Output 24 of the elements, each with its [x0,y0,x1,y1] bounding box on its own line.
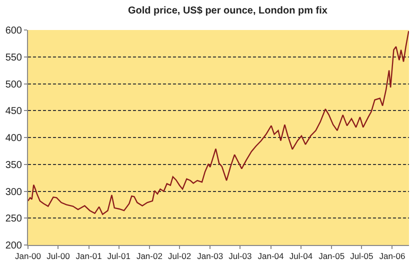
x-tick-label: Jan-05 [318,251,345,262]
y-tick-label: 300 [5,186,22,198]
x-tick-label: Jul-01 [107,251,131,262]
y-tick-label: 200 [5,240,22,252]
x-tick-label: Jan-04 [258,251,284,262]
y-tick-label: 500 [5,79,22,90]
x-tick-label: Jul-04 [289,251,313,262]
y-tick-label: 400 [5,133,22,144]
y-tick-label: 550 [5,52,22,64]
chart-title: Gold price, US$ per ounce, London pm fix [128,6,328,17]
x-tick-label: Jan-02 [136,251,163,262]
x-tick-label: Jul-05 [350,251,374,262]
x-tick-label: Jul-00 [46,251,70,262]
x-tick-label: Jan-06 [379,251,406,262]
y-tick-label: 600 [5,26,22,36]
x-tick-label: Jul-02 [168,251,192,262]
x-tick-label: Jul-03 [228,251,252,262]
y-tick-label: 450 [5,106,22,118]
x-tick-label: Jan-00 [15,251,42,262]
y-tick-label: 250 [5,214,22,225]
line-series [28,30,409,215]
y-tick-label: 350 [5,160,22,171]
x-tick-label: Jan-01 [76,251,102,262]
x-tick-label: Jan-03 [197,251,224,262]
